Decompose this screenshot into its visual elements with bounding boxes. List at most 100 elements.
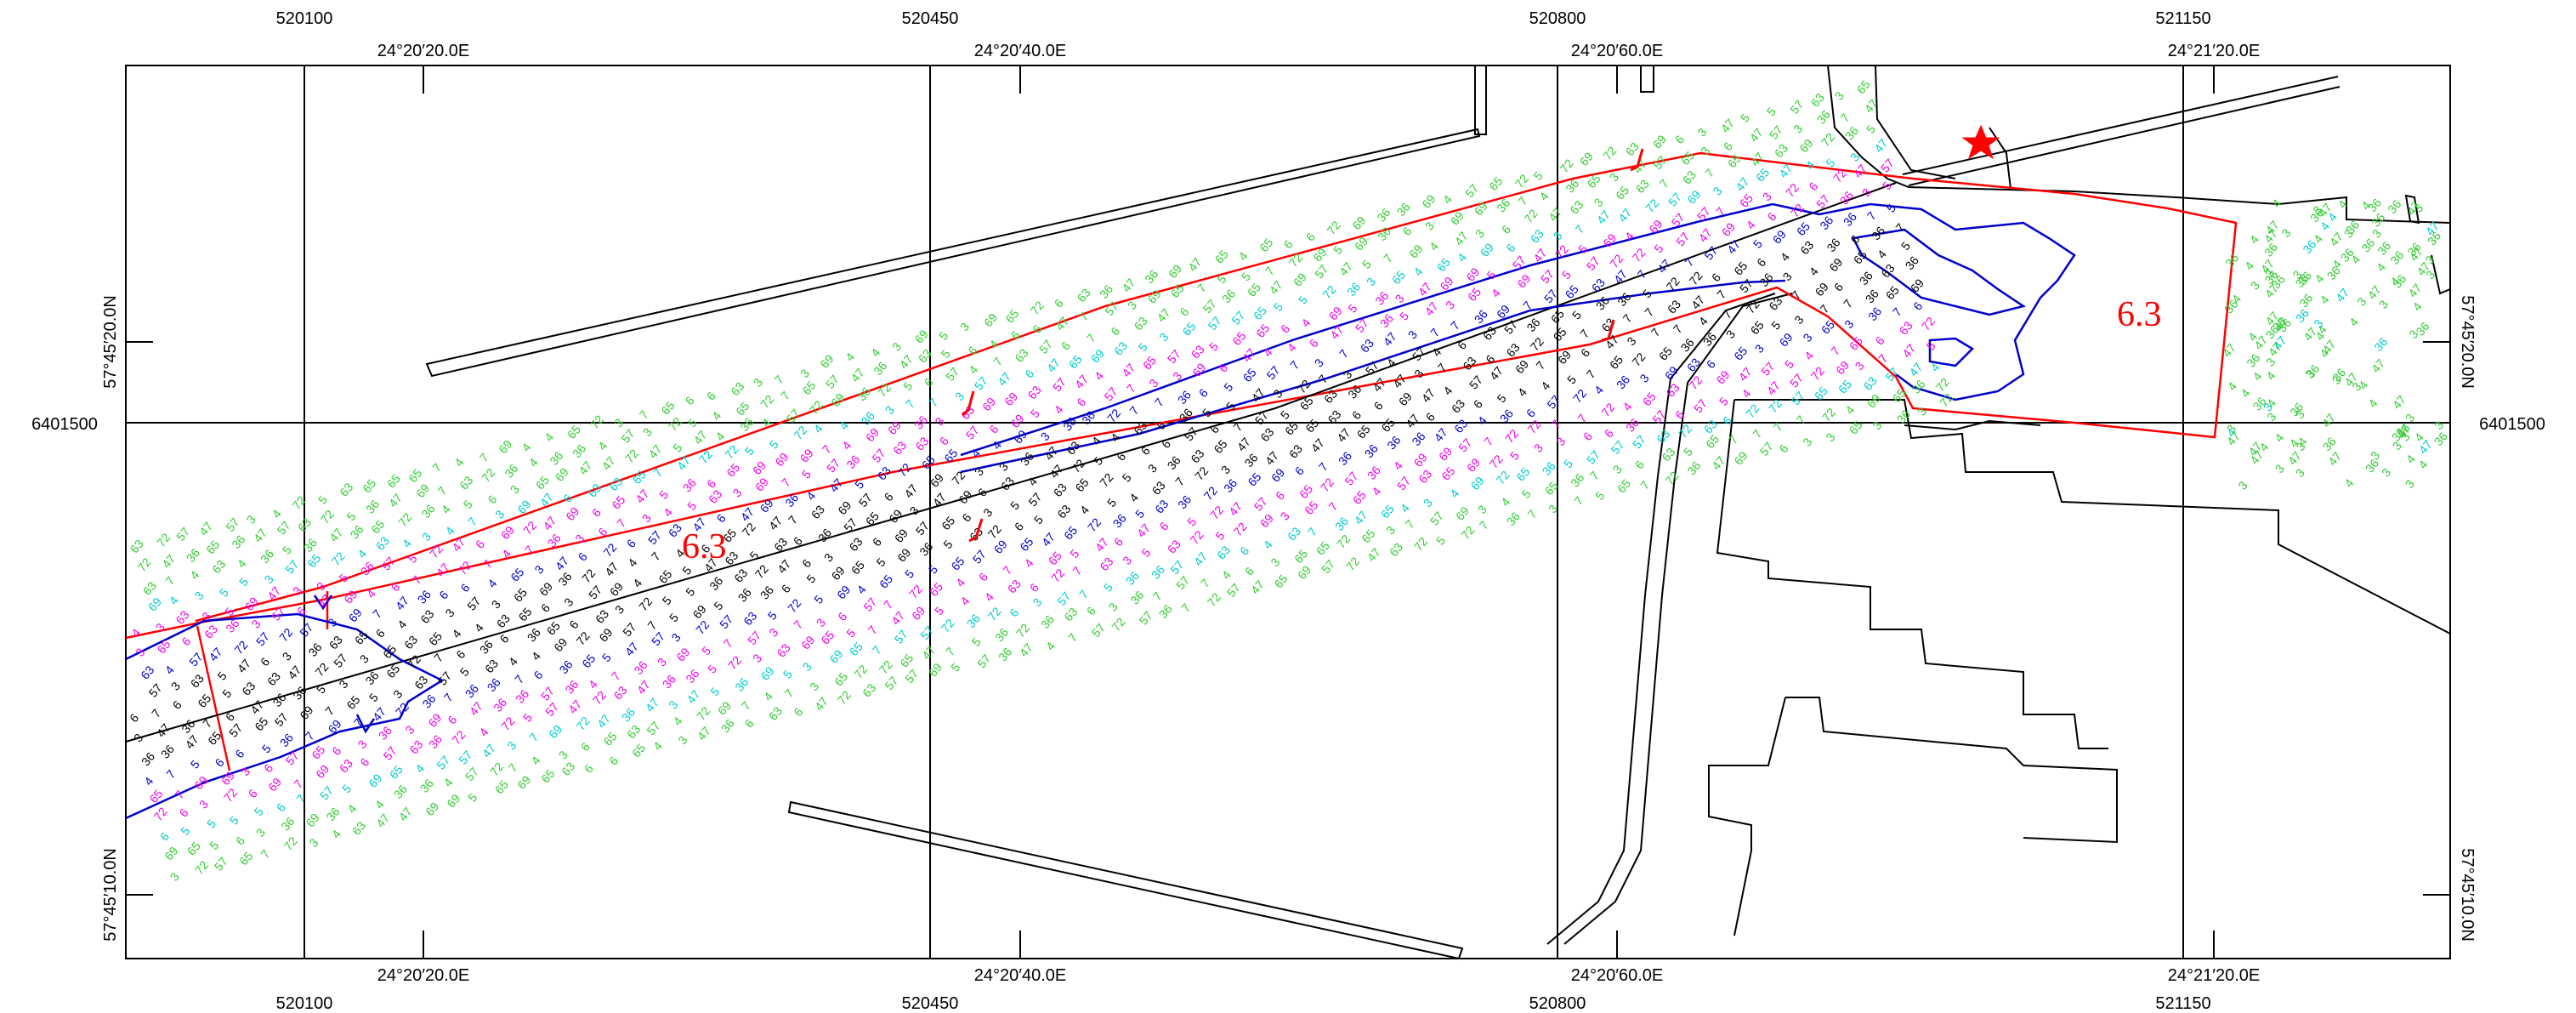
sounding-value: 47 bbox=[1594, 208, 1613, 226]
sounding-value: 5 bbox=[1136, 340, 1150, 354]
sounding-value: 47 bbox=[565, 697, 584, 716]
sounding-value: 57 bbox=[1167, 558, 1186, 577]
sounding-value: 65 bbox=[1072, 475, 1091, 494]
sounding-value: 36 bbox=[1857, 269, 1875, 287]
longitude-label: 24°20′40.0E bbox=[974, 966, 1067, 985]
sounding-value: 7 bbox=[1648, 325, 1663, 339]
sounding-value: 63 bbox=[457, 473, 475, 492]
sounding-value: 63 bbox=[916, 346, 934, 365]
sounding-value: 6 bbox=[445, 713, 459, 726]
sounding-value: 57 bbox=[1050, 375, 1069, 394]
sounding-value: 69 bbox=[498, 523, 517, 542]
sounding-value: 4 bbox=[2374, 260, 2388, 274]
sounding-value: 7 bbox=[1837, 111, 1852, 124]
sounding-value: 3 bbox=[1392, 292, 1406, 305]
sounding-value: 69 bbox=[1650, 132, 1669, 151]
sounding-value: 36 bbox=[1863, 287, 1881, 305]
sounding-value: 5 bbox=[1561, 457, 1575, 470]
sounding-value: 65 bbox=[380, 642, 399, 661]
sounding-value: 7 bbox=[1571, 494, 1586, 508]
sounding-value: 57 bbox=[1165, 347, 1183, 366]
sounding-value: 4 bbox=[451, 455, 466, 469]
longitude-label: 24°20′60.0E bbox=[1571, 966, 1664, 985]
sounding-value: 47 bbox=[206, 645, 224, 663]
sounding-value: 36 bbox=[525, 625, 543, 644]
sounding-value: 57 bbox=[1263, 363, 1282, 382]
sounding-value: 72 bbox=[939, 616, 957, 635]
sounding-value: 6 bbox=[1503, 241, 1518, 254]
sounding-value: 57 bbox=[962, 423, 981, 441]
sounding-value: 47 bbox=[1871, 136, 1890, 155]
sounding-value: 7 bbox=[1070, 564, 1084, 578]
sounding-value: 36 bbox=[911, 413, 930, 431]
sounding-value: 47 bbox=[1736, 365, 1755, 384]
sounding-value: 47 bbox=[1262, 448, 1281, 467]
sounding-value: 7 bbox=[1065, 630, 1080, 644]
sounding-value: 69 bbox=[1468, 474, 1487, 492]
easting-label: 520100 bbox=[276, 994, 333, 1013]
sounding-value: 69 bbox=[145, 595, 164, 613]
sounding-value: 6 bbox=[496, 632, 511, 646]
sounding-value: 4 bbox=[2365, 396, 2380, 410]
sounding-value: 57 bbox=[1054, 589, 1073, 608]
sounding-value: 4 bbox=[839, 438, 854, 452]
sounding-value: 36 bbox=[1593, 293, 1612, 312]
sounding-value: 57 bbox=[1767, 122, 1785, 141]
sounding-value: 36 bbox=[1336, 449, 1354, 468]
sounding-value: 4 bbox=[1398, 501, 1412, 515]
sounding-value: 72 bbox=[740, 520, 758, 538]
sounding-value: 63 bbox=[1460, 354, 1478, 373]
sounding-value: 65 bbox=[658, 398, 677, 417]
sounding-value: 47 bbox=[690, 428, 709, 447]
sounding-value: 69 bbox=[909, 604, 928, 623]
sounding-value: 57 bbox=[1224, 581, 1243, 600]
sounding-value: 36 bbox=[815, 526, 834, 544]
sounding-value: 36 bbox=[859, 409, 877, 428]
sounding-value: 65 bbox=[863, 509, 882, 527]
sounding-value: 36 bbox=[680, 475, 699, 494]
sounding-value: 7 bbox=[1427, 326, 1442, 339]
sounding-value: 47 bbox=[1185, 255, 1204, 274]
sounding-value: 7 bbox=[1794, 413, 1808, 426]
sounding-value: 36 bbox=[757, 583, 776, 601]
sounding-value: 3 bbox=[1156, 330, 1171, 344]
latitude-label-right: 57°45′20.0N bbox=[2458, 295, 2477, 389]
sounding-value: 5 bbox=[767, 437, 781, 451]
sounding-value: 6 bbox=[1007, 606, 1021, 619]
sounding-value: 7 bbox=[1076, 588, 1091, 601]
sounding-value: 3 bbox=[612, 602, 627, 616]
sounding-value: 57 bbox=[1694, 204, 1713, 223]
sounding-value: 4 bbox=[1298, 316, 1313, 329]
sounding-value: 72 bbox=[985, 522, 1004, 541]
sounding-value: 47 bbox=[159, 552, 178, 571]
sounding-value: 47 bbox=[1017, 640, 1036, 659]
sounding-value: 69 bbox=[1406, 242, 1425, 260]
sounding-value: 5 bbox=[1507, 448, 1522, 462]
sounding-value: 4 bbox=[439, 503, 453, 516]
sounding-value: 4 bbox=[1875, 248, 1889, 261]
sounding-value: 47 bbox=[1334, 425, 1353, 444]
sounding-value: 69 bbox=[1268, 465, 1287, 484]
sounding-value: 3 bbox=[889, 339, 904, 353]
latitude-label-left: 57°45′10.0N bbox=[101, 848, 120, 942]
sounding-value: 3 bbox=[668, 630, 683, 644]
sounding-value: 72 bbox=[1294, 377, 1313, 396]
sounding-value: 65 bbox=[511, 585, 530, 604]
sounding-value: 57 bbox=[146, 680, 165, 699]
sounding-value: 47 bbox=[995, 369, 1013, 388]
longitude-label: 24°21′20.0E bbox=[2168, 42, 2261, 60]
sounding-value: 5 bbox=[343, 509, 358, 523]
sounding-value: 57 bbox=[1665, 190, 1684, 208]
sounding-value: 57 bbox=[745, 629, 763, 647]
sounding-value: 63 bbox=[1861, 374, 1880, 393]
easting-label: 520800 bbox=[1529, 994, 1586, 1013]
sounding-value: 6 bbox=[1423, 410, 1438, 424]
sounding-value: 47 bbox=[285, 663, 304, 681]
sounding-value: 57 bbox=[1584, 254, 1603, 273]
sounding-value: 63 bbox=[1149, 478, 1168, 497]
sounding-value: 72 bbox=[1629, 350, 1648, 368]
sounding-value: 72 bbox=[1528, 334, 1546, 353]
sounding-value: 7 bbox=[293, 792, 308, 805]
sounding-value: 36 bbox=[1700, 330, 1719, 349]
sounding-value: 36 bbox=[179, 717, 197, 736]
